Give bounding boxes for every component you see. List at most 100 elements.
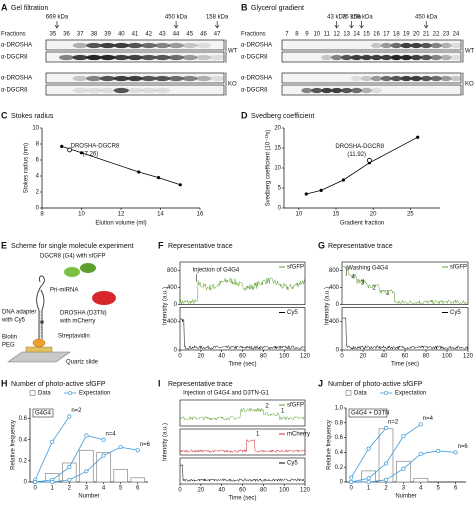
x-tick-label: 120 bbox=[300, 488, 311, 494]
scheme-label: with mCherry bbox=[59, 319, 95, 325]
band bbox=[195, 42, 211, 49]
bar bbox=[413, 477, 429, 483]
band bbox=[371, 75, 382, 82]
group-bracket bbox=[462, 39, 464, 63]
y-tick-label: 0 bbox=[336, 302, 340, 308]
band bbox=[450, 42, 462, 49]
step-label: 2 bbox=[372, 286, 376, 292]
legend-swatch bbox=[383, 390, 389, 396]
fraction-number: 14 bbox=[353, 32, 360, 38]
legend-label: Data bbox=[38, 391, 51, 397]
x-axis-label: Gradient fraction bbox=[340, 221, 384, 227]
y-axis-label: Relative frequency bbox=[11, 420, 17, 470]
band bbox=[168, 54, 184, 61]
band bbox=[440, 54, 452, 61]
y-tick-label: 0.2 bbox=[19, 458, 28, 464]
annotation: Washing G4G4 bbox=[347, 266, 388, 272]
legend-label: Expectation bbox=[79, 391, 110, 397]
band bbox=[410, 54, 422, 61]
row-label: α-DROSHA bbox=[241, 76, 272, 82]
expectation-point bbox=[383, 425, 389, 431]
legend-label: mCherry bbox=[287, 432, 310, 438]
arrow-head bbox=[173, 24, 179, 29]
x-tick-label: 20 bbox=[197, 354, 204, 360]
x-tick-label: 6 bbox=[454, 486, 458, 492]
fraction-number: 17 bbox=[383, 32, 390, 38]
band bbox=[371, 54, 382, 61]
y-tick-label: 20 bbox=[274, 126, 281, 132]
band bbox=[361, 87, 372, 94]
expectation-point bbox=[366, 476, 371, 481]
trace-frame bbox=[179, 261, 306, 305]
fraction-number: 24 bbox=[453, 32, 460, 38]
panel-title: Scheme for single molecule experiment bbox=[11, 243, 134, 250]
x-tick-label: 100 bbox=[279, 354, 290, 360]
band bbox=[361, 54, 372, 61]
expectation-point bbox=[67, 414, 72, 419]
x-tick-label: 40 bbox=[218, 354, 225, 360]
band bbox=[113, 54, 129, 61]
group-label: WT bbox=[465, 49, 474, 55]
band bbox=[182, 42, 198, 49]
step-label: 1 bbox=[256, 432, 260, 438]
scheme-label: with Cy5 bbox=[1, 318, 26, 324]
step-label: 3 bbox=[361, 281, 365, 287]
y-tick-label: 0 bbox=[174, 348, 178, 354]
row-label: α-DGCR8 bbox=[241, 88, 268, 94]
band bbox=[59, 54, 75, 61]
subtitle-box bbox=[32, 408, 54, 418]
annotation: DROSHA-DGCR8 bbox=[335, 144, 384, 150]
arrow-head bbox=[54, 24, 60, 29]
data-point bbox=[137, 170, 141, 174]
band bbox=[351, 54, 363, 61]
fractions-label: Fractions bbox=[1, 32, 26, 38]
band bbox=[390, 75, 402, 82]
panel-label: C bbox=[1, 110, 8, 120]
fraction-number: 42 bbox=[145, 32, 152, 38]
band bbox=[86, 42, 102, 49]
panel-title: Representative trace bbox=[168, 243, 233, 250]
x-tick-label: 1 bbox=[51, 486, 55, 492]
expectation-point bbox=[366, 479, 371, 485]
panel-title: Gel filtration bbox=[11, 5, 48, 12]
blot-strip bbox=[281, 84, 462, 96]
legend-label: Expectation bbox=[395, 391, 426, 397]
fraction-number: 37 bbox=[77, 32, 84, 38]
group-label: KO bbox=[465, 82, 474, 88]
fraction-number: 23 bbox=[443, 32, 450, 38]
y-tick-label: 0 bbox=[336, 348, 340, 354]
y-axis-label: Relative frequency bbox=[327, 420, 333, 470]
scheme-label: Biotin bbox=[2, 335, 17, 341]
x-tick-label: 120 bbox=[300, 354, 311, 360]
band bbox=[331, 87, 343, 94]
arrow-head bbox=[349, 24, 354, 29]
fraction-number: 10 bbox=[313, 32, 320, 38]
scheme-label: Pri-miRNA bbox=[50, 288, 78, 294]
marker-label: 43 kDa bbox=[327, 15, 347, 21]
panel-title: Representative trace bbox=[168, 381, 233, 388]
step-label: 1 bbox=[386, 291, 390, 297]
expectation-point bbox=[50, 479, 55, 485]
subtitle: G4G4 + D3TN bbox=[351, 411, 390, 417]
band bbox=[440, 75, 452, 82]
mcherry bbox=[92, 291, 116, 305]
band bbox=[141, 75, 157, 82]
band bbox=[182, 75, 198, 82]
trace bbox=[179, 277, 306, 305]
row-label: α-DGCR8 bbox=[1, 88, 28, 94]
blot-strip bbox=[45, 84, 225, 96]
band bbox=[113, 87, 129, 94]
fraction-number: 45 bbox=[186, 32, 193, 38]
band bbox=[141, 54, 157, 61]
band bbox=[301, 87, 313, 94]
band bbox=[86, 87, 102, 94]
y-axis-label: Svedberg coefficient (10⁻¹³s) bbox=[266, 130, 272, 207]
scheme-label: Streptavidin bbox=[58, 334, 90, 340]
x-tick-label: 16 bbox=[197, 212, 204, 218]
y-tick-label: 400 bbox=[329, 319, 340, 325]
legend-label: Cy5 bbox=[287, 461, 298, 467]
y-tick-label: 8 bbox=[36, 142, 40, 148]
y-tick-label: 5 bbox=[278, 186, 282, 192]
annotation: Injection of G4G4 bbox=[193, 268, 240, 274]
